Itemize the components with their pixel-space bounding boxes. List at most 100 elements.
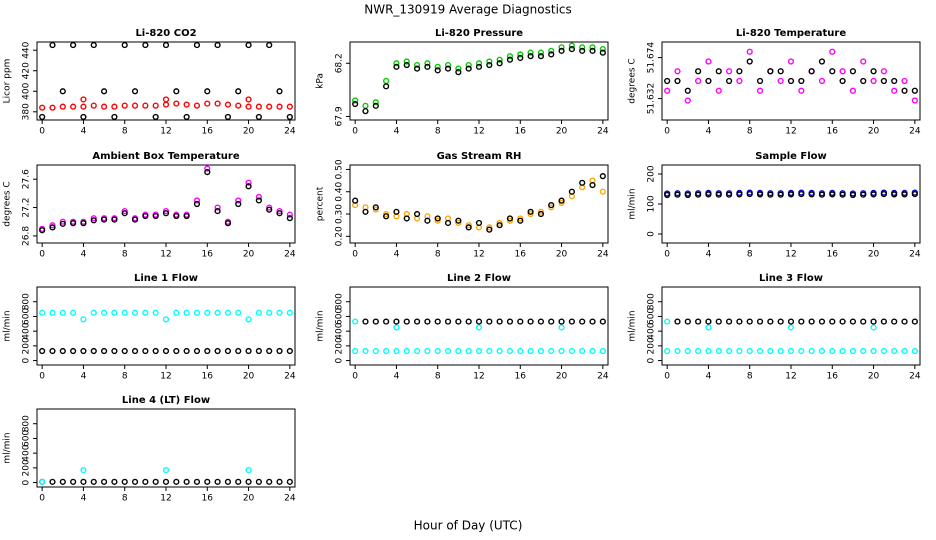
data-point: [224, 347, 232, 355]
data-point: [911, 97, 918, 104]
data-point: [183, 113, 190, 121]
data-point: [214, 204, 221, 211]
data-point: [455, 219, 462, 227]
data-point: [434, 63, 441, 70]
data-point: [444, 318, 452, 325]
data-point: [527, 347, 534, 355]
data-point: [183, 101, 190, 108]
data-point: [183, 212, 190, 220]
data-point: [183, 309, 190, 316]
data-point: [777, 347, 784, 355]
data-point: [695, 68, 702, 75]
data-point: [235, 102, 242, 109]
x-tick-label: 4: [394, 372, 400, 382]
data-point: [891, 87, 898, 94]
data-point: [537, 347, 545, 355]
x-tick-label: 0: [352, 127, 358, 137]
data-point: [695, 318, 702, 325]
data-point: [767, 68, 774, 75]
data-point: [173, 212, 180, 220]
data-point: [818, 58, 826, 65]
data-point: [599, 347, 606, 355]
data-point: [787, 77, 795, 85]
data-point: [255, 197, 262, 204]
panel-title: Li-820 CO2: [135, 28, 196, 39]
data-point: [162, 478, 170, 485]
data-point: [39, 478, 46, 485]
data-point: [80, 113, 87, 121]
y-tick-label: 68.2: [335, 53, 345, 73]
panel-title: Li-820 Pressure: [435, 28, 523, 39]
data-point: [911, 318, 918, 325]
data-point: [664, 347, 671, 355]
data-point: [152, 113, 159, 121]
x-tick-label: 0: [664, 372, 670, 382]
data-point: [818, 318, 826, 325]
data-point: [527, 53, 534, 60]
data-point: [403, 215, 410, 222]
panel-title: Sample Flow: [755, 151, 827, 162]
data-point: [506, 215, 514, 222]
data-point: [537, 210, 545, 218]
data-point: [808, 68, 815, 75]
data-point: [486, 58, 493, 65]
data-point: [818, 77, 826, 85]
data-point: [131, 478, 139, 485]
data-point: [59, 103, 66, 110]
x-tick-label: 8: [435, 372, 441, 382]
x-tick-label: 16: [202, 372, 214, 382]
data-point: [235, 309, 242, 316]
data-point: [266, 206, 273, 213]
data-point: [70, 41, 77, 49]
y-tick-label: 0: [22, 357, 32, 363]
data-point: [798, 87, 805, 94]
data-point: [224, 309, 232, 316]
data-point: [162, 316, 170, 323]
x-tick-label: 0: [664, 127, 670, 137]
data-point: [352, 197, 359, 204]
y-tick-label: 440: [22, 41, 32, 58]
data-point: [383, 210, 390, 218]
data-point: [224, 220, 232, 227]
data-point: [49, 309, 56, 316]
data-point: [725, 68, 733, 75]
data-point: [255, 113, 262, 121]
data-point: [403, 347, 410, 355]
x-tick-label: 12: [160, 127, 171, 137]
data-point: [214, 41, 221, 49]
data-point: [880, 191, 887, 198]
data-point: [245, 478, 252, 485]
data-point: [870, 347, 877, 355]
data-point: [49, 347, 56, 355]
data-point: [756, 191, 764, 198]
data-point: [568, 347, 575, 355]
data-point: [121, 347, 128, 355]
plot-frame: [661, 41, 921, 121]
data-point: [664, 318, 671, 325]
data-point: [767, 347, 774, 355]
data-point: [746, 191, 753, 198]
y-tick-label: 400: [22, 444, 32, 461]
data-point: [80, 466, 87, 474]
x-tick-label: 12: [473, 372, 484, 382]
data-point: [372, 206, 379, 213]
data-point: [506, 56, 514, 63]
x-tick-label: 16: [515, 372, 527, 382]
y-axis-label: ml/min: [3, 432, 13, 463]
data-point: [70, 478, 77, 485]
data-point: [787, 324, 795, 331]
data-point: [496, 219, 503, 227]
data-point: [517, 51, 524, 58]
data-point: [548, 318, 555, 325]
y-axis-label: degrees C: [3, 181, 13, 226]
data-point: [568, 45, 575, 53]
data-point: [152, 212, 159, 220]
data-point: [599, 173, 606, 180]
data-point: [839, 318, 846, 325]
data-point: [352, 318, 359, 325]
panel-title: Ambient Box Temperature: [92, 151, 239, 162]
data-point: [276, 207, 283, 215]
data-point: [39, 104, 46, 111]
y-tick-label: 0: [647, 357, 657, 363]
data-point: [705, 324, 712, 331]
